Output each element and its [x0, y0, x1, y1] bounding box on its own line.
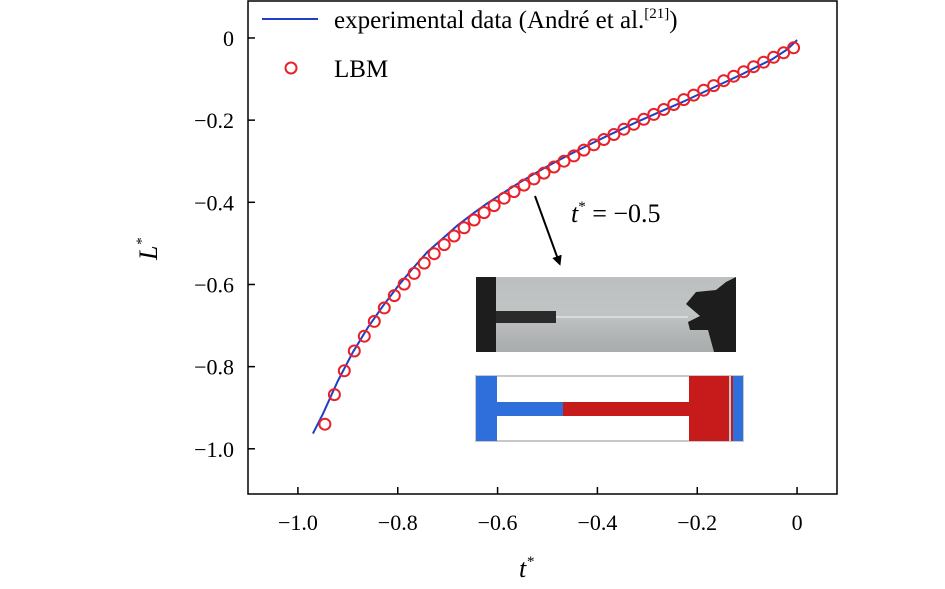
experimental-data-line — [312, 39, 798, 435]
lbm-data-point — [587, 138, 601, 152]
lbm-data-point — [567, 149, 581, 163]
series-lbm-markers — [318, 41, 801, 431]
lbm-data-point — [687, 88, 701, 102]
lbm-data-point — [517, 178, 531, 192]
y-tick-label: −0.6 — [194, 272, 234, 297]
lbm-data-point — [477, 206, 491, 220]
x-tick-label: −0.2 — [677, 510, 717, 535]
lbm-data-point — [577, 143, 591, 157]
annotation-label: t* = −0.5 — [571, 199, 661, 228]
lbm-data-point — [667, 98, 681, 111]
x-tick-label: −0.8 — [378, 510, 418, 535]
legend-experimental-label: experimental data (André et al.[21]) — [334, 6, 678, 34]
lbm-data-point — [318, 417, 332, 431]
lbm-data-point — [327, 388, 341, 402]
lbm-data-point — [497, 191, 511, 205]
lbm-data-point — [437, 238, 451, 252]
legend-lbm-label: LBM — [334, 56, 388, 83]
lbm-data-point — [387, 289, 401, 303]
lbm-data-point — [597, 133, 611, 146]
lbm-data-point — [607, 128, 621, 141]
x-axis-label: t* — [519, 554, 534, 583]
y-tick-label: −0.4 — [194, 190, 234, 215]
lbm-data-point — [657, 103, 671, 116]
x-tick-label: −0.4 — [577, 510, 617, 535]
lbm-data-point — [647, 107, 661, 121]
y-tick-label: −1.0 — [194, 437, 234, 462]
x-tick-label: 0 — [792, 510, 803, 535]
y-tick-label: −0.2 — [194, 108, 234, 133]
lbm-data-point — [617, 122, 631, 136]
lbm-data-point — [507, 185, 521, 199]
lbm-data-point — [407, 266, 421, 280]
lbm-data-point — [637, 112, 651, 126]
lbm-data-point — [367, 314, 381, 328]
lbm-data-point — [417, 256, 431, 270]
lbm-data-point — [707, 79, 721, 93]
x-tick-label: −0.6 — [478, 510, 518, 535]
lbm-data-point — [467, 213, 481, 227]
y-axis-ticks: 0 −0.2 −0.4 −0.6 −0.8 −1.0 — [194, 26, 255, 462]
lbm-data-point — [757, 55, 771, 69]
x-tick-label: −1.0 — [278, 510, 318, 535]
lbm-data-point — [457, 221, 471, 235]
lbm-data-point — [547, 160, 561, 174]
lbm-data-point — [447, 229, 461, 243]
inset-experiment-image — [476, 277, 736, 352]
lbm-data-point — [787, 41, 801, 55]
lbm-data-point — [487, 199, 501, 213]
lbm-data-point — [397, 277, 411, 291]
lbm-data-point — [337, 364, 351, 378]
lbm-data-point — [537, 166, 551, 180]
y-tick-label: 0 — [223, 26, 234, 51]
inset-simulation-image — [475, 375, 744, 442]
lbm-data-point — [377, 301, 391, 315]
y-tick-label: −0.8 — [194, 355, 234, 380]
lbm-data-point — [347, 344, 361, 358]
x-axis-ticks: −1.0 −0.8 −0.6 −0.4 −0.2 0 — [278, 487, 803, 535]
y-axis-label: L* — [134, 238, 163, 261]
lbm-data-point — [557, 154, 571, 168]
series-experimental-line — [312, 39, 798, 435]
lbm-data-point — [627, 117, 641, 131]
legend-marker-swatch — [284, 61, 298, 75]
lbm-data-point — [737, 65, 751, 79]
plot-area-frame — [247, 0, 838, 495]
lbm-data-point — [777, 46, 791, 60]
lbm-data-point — [357, 329, 371, 343]
annotation-arrow — [534, 195, 562, 266]
lbm-data-point — [527, 172, 541, 186]
legend: experimental data (André et al.[21]) LBM — [262, 6, 678, 83]
lbm-data-point — [427, 247, 441, 261]
